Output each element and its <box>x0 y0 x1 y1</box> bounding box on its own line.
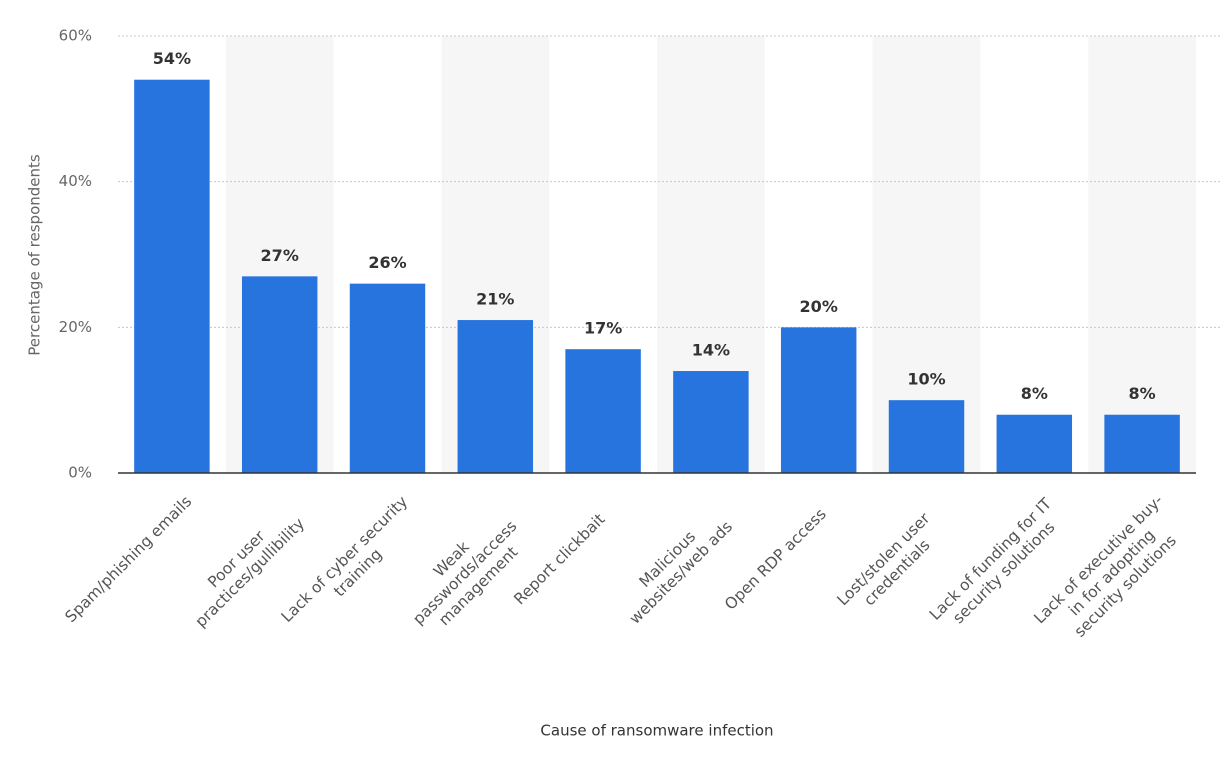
bar <box>780 327 857 473</box>
bar <box>1104 414 1180 473</box>
value-label: 27% <box>261 246 299 265</box>
bar <box>349 283 426 473</box>
y-tick-label: 60% <box>59 27 92 45</box>
y-tick-label: 20% <box>59 318 92 336</box>
value-label: 21% <box>476 290 514 309</box>
value-label: 54% <box>153 49 191 68</box>
x-axis-title: Cause of ransomware infection <box>540 722 773 740</box>
value-label: 8% <box>1129 384 1156 403</box>
value-label: 8% <box>1021 384 1048 403</box>
value-label: 20% <box>800 297 838 316</box>
bar <box>457 320 534 473</box>
value-label: 17% <box>584 319 622 338</box>
bar <box>565 349 641 473</box>
bar <box>673 371 749 473</box>
value-label: 14% <box>692 341 730 360</box>
bar <box>996 414 1073 473</box>
bar <box>888 400 965 473</box>
value-label: 10% <box>907 370 945 389</box>
y-axis-title: Percentage of respondents <box>26 154 44 356</box>
bar <box>241 276 318 473</box>
bar <box>134 79 210 473</box>
band-shade <box>1088 36 1196 473</box>
y-tick-label: 0% <box>68 464 92 482</box>
y-tick-label: 40% <box>59 172 92 190</box>
value-label: 26% <box>368 253 406 272</box>
